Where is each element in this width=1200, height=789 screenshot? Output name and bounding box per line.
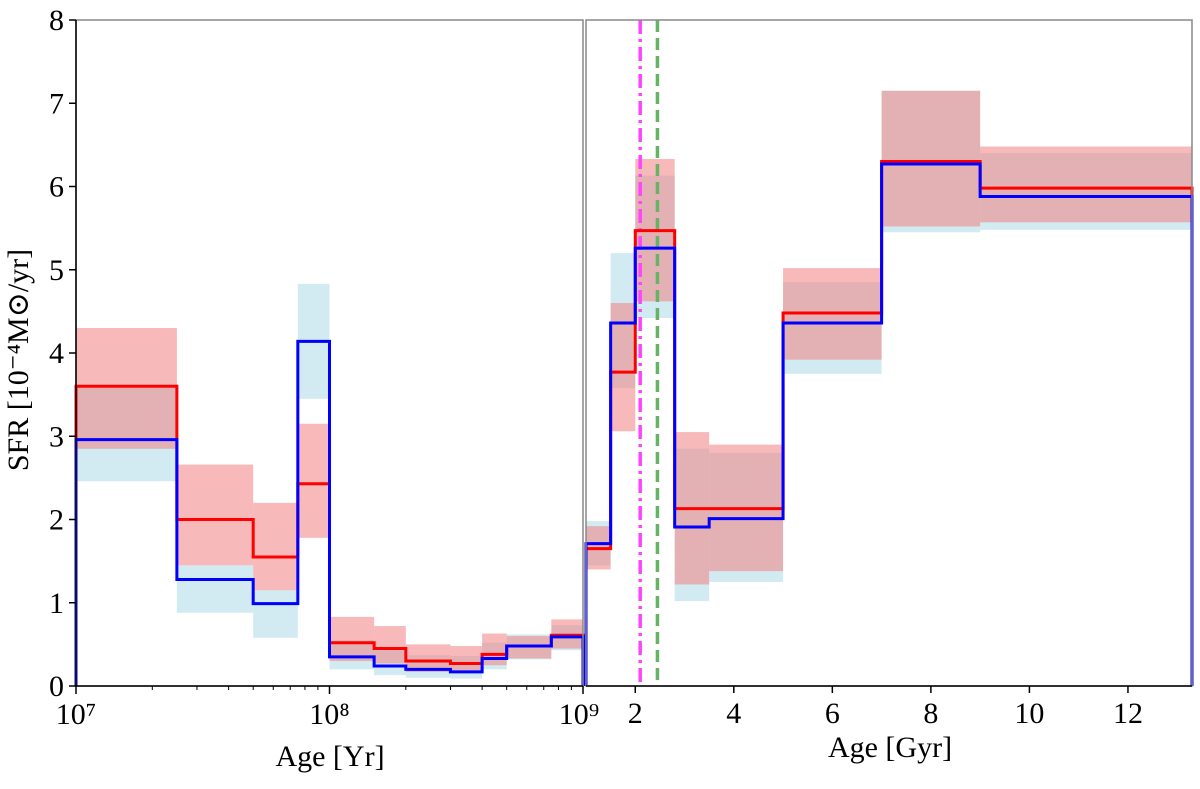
reference-lines [638,20,660,686]
band-red-p0-bin3 [297,423,330,538]
x-tick-label-left-2: 10⁹ [559,698,599,731]
y-tick-label-1: 1 [49,587,64,620]
band-red-p1-bin7 [980,146,1192,223]
y-axis-label: SFR [10⁻⁴M⊙/yr] [2,249,35,471]
y-tick-label-2: 2 [49,504,64,537]
y-tick-label-3: 3 [49,420,64,453]
x-tick-label-right-6: 6 [825,697,840,730]
band-red-p0-bin5 [374,626,406,664]
x-tick-label-left-1: 10⁸ [309,698,349,731]
x-tick-label-right-12: 12 [1113,697,1143,730]
band-red-p0-bin4 [329,616,375,662]
band-red-p0-bin2 [253,502,298,591]
y-tick-label-0: 0 [49,670,64,703]
band-red-p1-bin6 [881,90,981,227]
step-line-blue-p0 [74,339,585,686]
step-series [74,160,1194,686]
band-blue-p0-bin1 [176,565,254,613]
step-line-blue-p1 [584,162,1194,686]
x-axis-label-right: Age [Gyr] [828,731,952,764]
y-tick-label-7: 7 [49,87,64,120]
band-red-p0-bin8 [482,633,507,666]
band-red-p0-bin1 [176,464,254,566]
band-red-p0-bin6 [405,644,451,672]
x-tick-label-left-0: 10⁷ [56,698,96,731]
band-red-p0-bin7 [450,646,483,673]
band-red-p0-bin0 [76,328,177,449]
y-tick-label-8: 8 [49,4,64,37]
y-tick-label-4: 4 [49,337,64,370]
x-tick-label-right-10: 10 [1014,697,1044,730]
x-tick-label-right-2: 2 [628,697,643,730]
x-tick-label-right-8: 8 [923,697,938,730]
axes [69,19,1193,694]
step-line-red-p1 [584,160,1194,686]
x-axis-label-left: Age [Yr] [275,740,384,773]
y-tick-label-5: 5 [49,254,64,287]
y-tick-label-6: 6 [49,171,64,204]
uncertainty-bands [76,90,1192,679]
x-tick-label-right-4: 4 [726,697,741,730]
band-blue-p0-bin2 [253,590,298,638]
